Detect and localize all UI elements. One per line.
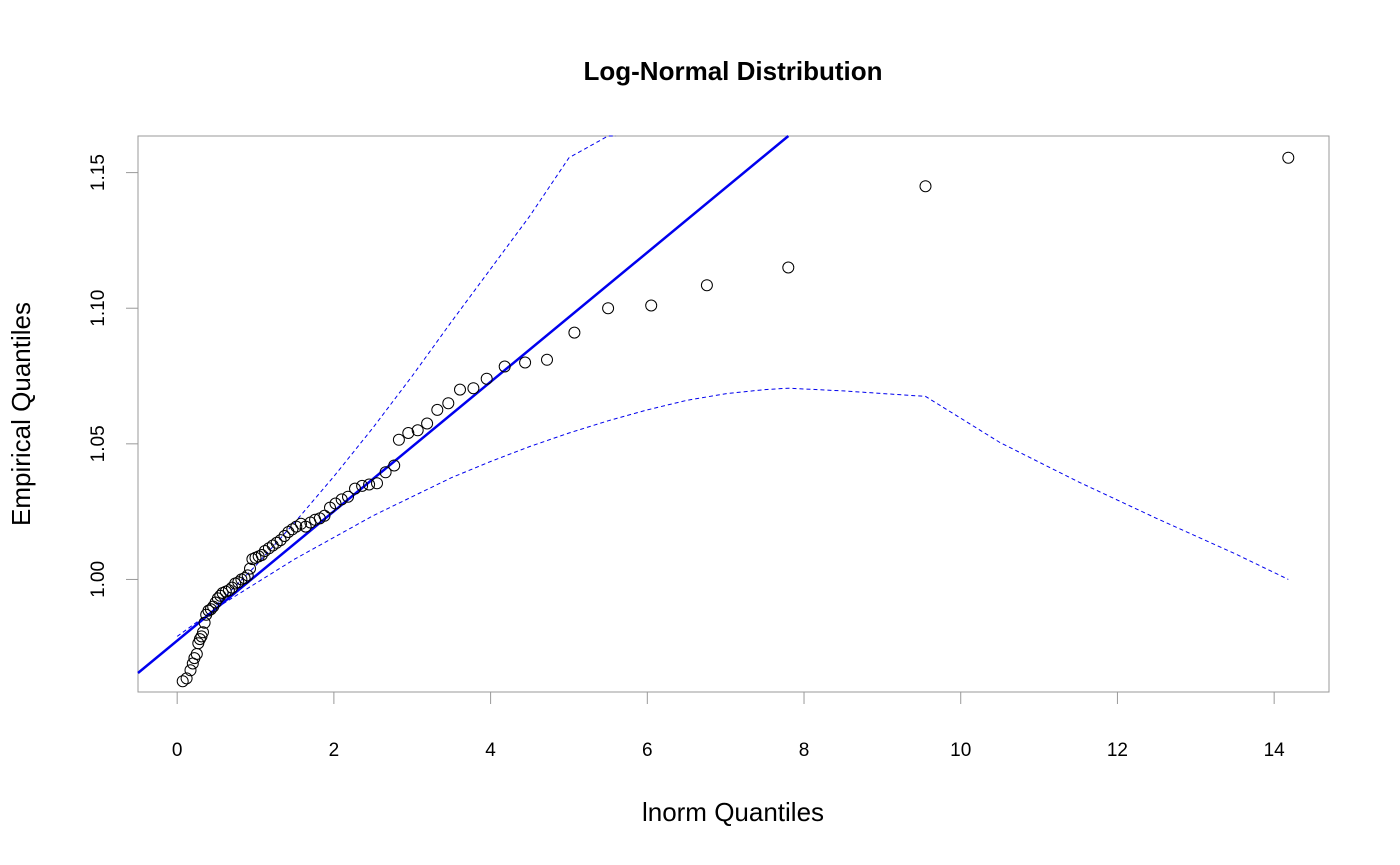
data-point bbox=[202, 604, 215, 617]
x-tick-label: 4 bbox=[485, 740, 496, 761]
data-point bbox=[270, 536, 283, 549]
data-point bbox=[238, 572, 251, 585]
reference-line bbox=[137, 135, 790, 674]
y-tick-label: 1.10 bbox=[88, 290, 109, 327]
data-point bbox=[278, 530, 291, 542]
data-point bbox=[262, 542, 275, 555]
data-point bbox=[222, 584, 235, 597]
data-point bbox=[193, 633, 206, 646]
data-point bbox=[299, 520, 312, 533]
x-tick-label: 0 bbox=[172, 740, 183, 761]
data-point bbox=[645, 299, 658, 312]
confidence-bands bbox=[176, 135, 1289, 637]
x-tick-label: 6 bbox=[642, 740, 653, 761]
data-point bbox=[190, 648, 203, 660]
x-tick-label: 8 bbox=[799, 740, 810, 761]
data-point bbox=[480, 372, 493, 385]
y-tick-label: 1.00 bbox=[88, 561, 109, 598]
lower-confidence-band bbox=[176, 387, 1289, 637]
x-tick-label: 10 bbox=[950, 740, 971, 761]
data-point bbox=[371, 477, 383, 490]
data-point bbox=[411, 424, 424, 437]
data-point bbox=[467, 382, 480, 395]
data-point bbox=[197, 626, 209, 639]
x-tick-label: 12 bbox=[1107, 740, 1128, 761]
data-point bbox=[519, 356, 532, 369]
y-tick-label: 1.15 bbox=[88, 154, 109, 191]
data-point bbox=[244, 562, 256, 575]
data-point bbox=[255, 549, 268, 561]
data-point bbox=[184, 664, 197, 677]
data-point bbox=[176, 675, 189, 688]
data-point bbox=[541, 353, 553, 366]
data-point bbox=[180, 672, 193, 685]
plot-frame bbox=[137, 135, 1330, 693]
y-axis: 1.00 1.05 1.10 1.15 bbox=[88, 154, 139, 598]
x-tick-label: 2 bbox=[329, 740, 340, 761]
data-point bbox=[329, 497, 342, 510]
data-point bbox=[335, 493, 348, 506]
data-point bbox=[266, 539, 279, 552]
data-point bbox=[402, 427, 415, 439]
data-point bbox=[568, 326, 581, 339]
data-point bbox=[241, 569, 254, 582]
data-point bbox=[442, 397, 455, 410]
data-point bbox=[431, 403, 444, 416]
data-point bbox=[363, 478, 376, 491]
reference-line-group bbox=[137, 135, 790, 674]
data-point bbox=[782, 261, 795, 274]
x-tick-label: 14 bbox=[1264, 740, 1286, 761]
data-point bbox=[602, 302, 615, 315]
data-point bbox=[700, 279, 713, 292]
data-point bbox=[392, 433, 405, 446]
data-point bbox=[1282, 151, 1295, 164]
data-point bbox=[198, 616, 211, 629]
x-axis: 0 2 4 6 8 10 12 14 bbox=[172, 691, 1286, 761]
data-points bbox=[176, 151, 1295, 688]
data-point bbox=[204, 603, 217, 616]
data-point bbox=[274, 534, 287, 547]
data-point bbox=[379, 466, 392, 479]
data-point bbox=[258, 545, 271, 557]
data-point bbox=[919, 180, 932, 193]
data-point bbox=[454, 383, 466, 396]
x-axis-title: lnorm Quantiles bbox=[642, 797, 824, 827]
data-point bbox=[498, 360, 511, 373]
data-point bbox=[318, 509, 331, 522]
y-axis-title: Empirical Quantiles bbox=[6, 302, 36, 526]
data-point bbox=[232, 576, 245, 589]
chart-title: Log-Normal Distribution bbox=[584, 56, 883, 86]
data-point bbox=[356, 479, 369, 492]
data-point bbox=[286, 523, 299, 536]
data-point bbox=[349, 482, 361, 495]
data-point bbox=[388, 459, 401, 472]
data-point bbox=[342, 490, 354, 503]
y-tick-label: 1.05 bbox=[88, 425, 109, 462]
upper-confidence-band bbox=[216, 135, 616, 606]
data-point bbox=[421, 417, 434, 430]
